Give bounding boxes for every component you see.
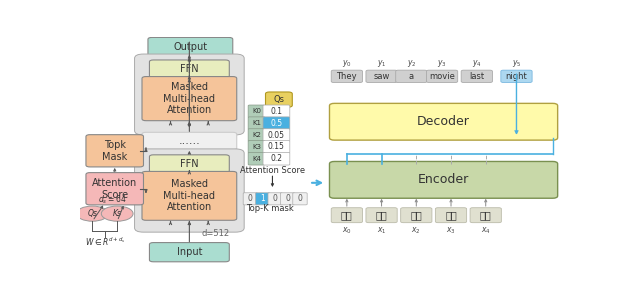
Text: d=512: d=512: [202, 229, 230, 238]
Text: a: a: [409, 72, 414, 81]
FancyBboxPatch shape: [150, 243, 229, 262]
Text: K3: K3: [252, 144, 261, 150]
Text: Attention
Score: Attention Score: [92, 178, 138, 200]
FancyBboxPatch shape: [148, 38, 233, 57]
Text: 0.5: 0.5: [270, 119, 282, 128]
FancyBboxPatch shape: [263, 105, 290, 118]
Text: 0: 0: [298, 194, 303, 203]
FancyBboxPatch shape: [150, 155, 229, 172]
FancyBboxPatch shape: [248, 105, 265, 118]
Text: FFN: FFN: [180, 159, 198, 168]
Text: 0: 0: [248, 194, 253, 203]
Text: Topk
Mask: Topk Mask: [102, 140, 127, 162]
Text: Encoder: Encoder: [418, 173, 469, 186]
Text: $W \in R^{d+d_s}$: $W \in R^{d+d_s}$: [84, 236, 125, 248]
Text: $y_{1}$: $y_{1}$: [377, 58, 387, 69]
Text: K1: K1: [252, 120, 261, 126]
FancyBboxPatch shape: [366, 70, 397, 83]
FancyBboxPatch shape: [263, 140, 290, 153]
Text: 0.05: 0.05: [268, 131, 285, 140]
Text: saw: saw: [373, 72, 390, 81]
FancyBboxPatch shape: [86, 172, 143, 205]
Text: $d_s=64$: $d_s=64$: [98, 193, 127, 206]
Text: $x_{2}$: $x_{2}$: [412, 225, 421, 236]
Text: Qs: Qs: [88, 209, 97, 218]
FancyBboxPatch shape: [292, 193, 307, 205]
Text: $x_{1}$: $x_{1}$: [377, 225, 387, 236]
Circle shape: [101, 206, 133, 221]
Text: 1: 1: [260, 194, 265, 203]
FancyBboxPatch shape: [142, 132, 237, 150]
Text: night: night: [506, 72, 527, 81]
FancyBboxPatch shape: [366, 208, 397, 223]
FancyBboxPatch shape: [332, 208, 362, 223]
FancyBboxPatch shape: [332, 70, 362, 83]
Text: ......: ......: [179, 136, 200, 146]
FancyBboxPatch shape: [255, 193, 270, 205]
FancyBboxPatch shape: [401, 208, 432, 223]
FancyBboxPatch shape: [142, 172, 237, 220]
FancyBboxPatch shape: [263, 117, 290, 129]
Text: Ks: Ks: [113, 209, 122, 218]
Text: $x_{3}$: $x_{3}$: [446, 225, 456, 236]
Text: 0.15: 0.15: [268, 142, 285, 152]
Text: $y_{3}$: $y_{3}$: [437, 58, 447, 69]
Text: K4: K4: [252, 156, 261, 162]
Text: Qs: Qs: [273, 95, 284, 104]
FancyBboxPatch shape: [150, 60, 229, 78]
FancyBboxPatch shape: [248, 152, 265, 165]
FancyBboxPatch shape: [248, 129, 265, 141]
FancyBboxPatch shape: [330, 161, 557, 198]
Text: $x_{4}$: $x_{4}$: [481, 225, 491, 236]
FancyBboxPatch shape: [86, 135, 143, 167]
FancyBboxPatch shape: [280, 193, 295, 205]
Text: FFN: FFN: [180, 64, 198, 74]
Text: 0: 0: [273, 194, 278, 203]
FancyBboxPatch shape: [266, 92, 292, 107]
Text: 0.2: 0.2: [271, 154, 282, 163]
Text: 0: 0: [285, 194, 290, 203]
Text: K0: K0: [252, 108, 261, 114]
FancyBboxPatch shape: [461, 70, 492, 83]
FancyBboxPatch shape: [248, 117, 265, 129]
Text: 电影: 电影: [480, 210, 492, 220]
Text: 一场: 一场: [445, 210, 457, 220]
Text: 昼晚: 昼晚: [376, 210, 387, 220]
Text: Masked
Multi-head
Attention: Masked Multi-head Attention: [163, 179, 216, 213]
Text: 看了: 看了: [410, 210, 422, 220]
FancyBboxPatch shape: [263, 152, 290, 165]
Text: K2: K2: [252, 132, 261, 138]
Text: $y_{5}$: $y_{5}$: [512, 58, 521, 69]
Text: movie: movie: [429, 72, 455, 81]
Text: 他们: 他们: [341, 210, 353, 220]
FancyBboxPatch shape: [396, 70, 427, 83]
FancyBboxPatch shape: [501, 70, 532, 83]
Circle shape: [77, 206, 108, 221]
Text: Decoder: Decoder: [417, 115, 470, 128]
Text: Output: Output: [173, 42, 207, 52]
FancyBboxPatch shape: [268, 193, 282, 205]
Text: 0.1: 0.1: [271, 107, 282, 116]
Text: Top-K mask: Top-K mask: [246, 205, 293, 213]
Text: Input: Input: [177, 247, 202, 257]
Text: last: last: [469, 72, 484, 81]
FancyBboxPatch shape: [248, 140, 265, 153]
FancyBboxPatch shape: [263, 129, 290, 141]
FancyBboxPatch shape: [426, 70, 458, 83]
Text: Masked
Multi-head
Attention: Masked Multi-head Attention: [163, 82, 216, 115]
Text: $y_{2}$: $y_{2}$: [406, 58, 416, 69]
Text: Attention Score: Attention Score: [240, 166, 305, 176]
Text: $x_{0}$: $x_{0}$: [342, 225, 352, 236]
FancyBboxPatch shape: [435, 208, 467, 223]
Text: $y_{0}$: $y_{0}$: [342, 58, 352, 69]
FancyBboxPatch shape: [134, 149, 244, 232]
FancyBboxPatch shape: [134, 54, 244, 135]
FancyBboxPatch shape: [243, 193, 257, 205]
FancyBboxPatch shape: [470, 208, 501, 223]
Text: $y_{4}$: $y_{4}$: [472, 58, 482, 69]
FancyBboxPatch shape: [142, 77, 237, 121]
Text: They: They: [337, 72, 357, 81]
FancyBboxPatch shape: [330, 103, 557, 140]
